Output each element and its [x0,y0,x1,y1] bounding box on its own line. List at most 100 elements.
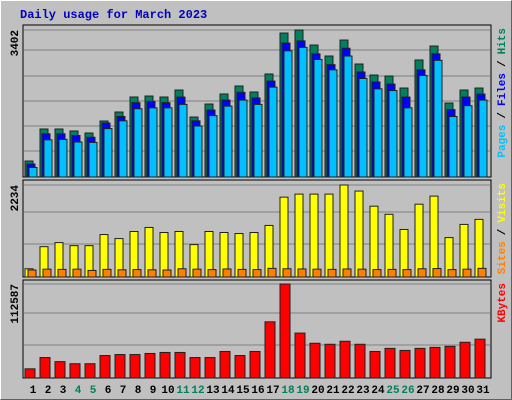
bar [223,105,233,178]
legend-entry: Visits [497,183,509,223]
bar [339,184,349,278]
legend: Pages / Files / Hits [497,28,509,158]
bar [189,357,201,379]
chart-title: Daily usage for March 2023 [20,8,207,22]
x-tick-label: 30 [461,385,474,397]
bar [313,58,323,178]
bar [399,349,411,379]
bar [58,138,68,178]
y-tick-label: 3402 [10,30,22,56]
bar [414,347,426,379]
legend-entry: Files [497,73,509,106]
bar [103,128,113,178]
bar [342,268,352,278]
y-tick-label: 112587 [10,284,22,324]
legend: Sites / Visits [497,183,509,274]
bar [192,268,202,278]
x-tick-label: 15 [236,385,250,397]
bar [99,355,111,379]
bar [102,268,112,278]
bar [444,345,456,379]
bar [459,341,471,379]
bar [387,268,397,278]
bar [148,107,158,178]
bar [162,269,172,278]
bar [478,99,488,178]
bar [324,343,336,379]
bar [87,269,97,278]
x-tick-label: 2 [45,385,52,397]
bar [358,77,368,178]
bar [207,269,217,278]
bar [159,351,171,379]
bar [403,107,413,178]
legend-separator: / [497,112,509,119]
bar [283,50,293,178]
bar [264,321,276,379]
bar [294,332,306,379]
bar [267,267,277,278]
bar [369,205,379,278]
bar [354,190,364,278]
bar [432,268,442,278]
bar [268,86,278,178]
x-tick-label: 1 [30,385,37,397]
legend-entry: KBytes [497,283,509,323]
bar [177,268,187,278]
bar [369,350,381,379]
bar [249,350,261,379]
bar [328,69,338,178]
x-tick-label: 27 [416,385,429,397]
bar [463,105,473,178]
x-tick-label: 12 [191,385,204,397]
legend-entry: Pages [497,125,509,158]
bar [117,269,127,278]
x-tick-label: 17 [266,385,279,397]
bar [253,103,263,178]
bar [147,269,157,278]
bar [429,346,441,379]
bar [132,269,142,278]
bar [193,125,203,178]
bar [234,355,246,379]
x-tick-label: 11 [176,385,190,397]
bar [312,268,322,278]
bar [309,342,321,379]
bar [384,213,394,278]
bar [474,338,486,379]
bar [163,107,173,178]
bar [279,196,289,278]
bar [294,193,304,278]
bar [447,269,457,278]
bar [208,115,218,178]
bar [357,268,367,278]
bar [133,108,143,178]
bar [343,55,353,178]
bar [414,203,424,278]
bar [324,193,334,278]
bar [114,354,126,379]
legend-entry: Hits [497,28,509,54]
x-tick-label: 18 [281,385,295,397]
x-tick-label: 22 [341,385,354,397]
x-tick-label: 5 [90,385,97,397]
bar [204,357,216,379]
x-tick-label: 13 [206,385,220,397]
bar [462,268,472,278]
x-tick-label: 25 [386,385,400,397]
bar [327,268,337,278]
bar [433,59,443,178]
bar [219,350,231,379]
bar [252,269,262,278]
legend-separator: / [497,60,509,67]
bar [388,90,398,178]
bar [298,46,308,178]
bar [144,352,156,379]
bar [237,268,247,278]
bar [57,268,67,278]
bar [28,166,38,178]
bar [174,351,186,379]
x-tick-label: 26 [401,385,414,397]
x-tick-label: 7 [120,385,127,397]
